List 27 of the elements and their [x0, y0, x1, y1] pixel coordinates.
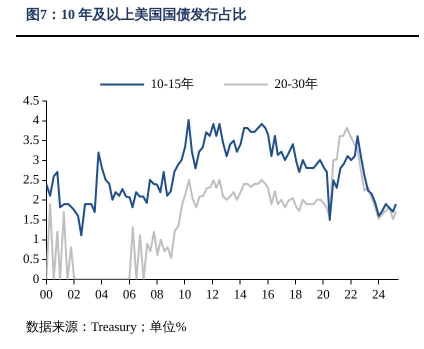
y-tick-label: 2.5	[23, 172, 40, 187]
x-tick-label: 20	[316, 286, 330, 302]
legend-label: 20-30年	[274, 76, 318, 91]
source-note: 数据来源：Treasury；单位%	[26, 318, 187, 336]
chart-title: 图7：10 年及以上美国国债发行占比	[26, 6, 246, 24]
y-tick-label: 3	[32, 152, 40, 167]
x-tick-label: 12	[206, 286, 219, 302]
x-tick-label: 08	[150, 286, 164, 302]
x-tick-label: 06	[122, 286, 136, 302]
y-tick-label: 4	[32, 112, 40, 128]
x-tick-label: 02	[67, 286, 80, 302]
x-tick-label: 18	[289, 286, 302, 302]
x-tick-label: 04	[95, 286, 109, 302]
y-tick-label: 0.5	[23, 251, 40, 266]
y-tick-label: 1	[32, 231, 40, 246]
y-tick-label: 0	[32, 270, 40, 286]
y-tick-label: 3.5	[23, 132, 40, 148]
x-tick-label: 14	[234, 286, 248, 302]
x-tick-label: 24	[372, 286, 386, 302]
y-tick-label: 1.5	[23, 211, 40, 226]
x-tick-label: 00	[40, 286, 53, 302]
x-tick-label: 16	[261, 286, 275, 302]
legend-label: 10-15年	[150, 76, 194, 91]
y-tick-label: 2	[32, 192, 40, 207]
y-tick-label: 4.5	[23, 92, 40, 108]
x-tick-label: 10	[178, 286, 192, 302]
x-tick-label: 22	[344, 286, 358, 302]
